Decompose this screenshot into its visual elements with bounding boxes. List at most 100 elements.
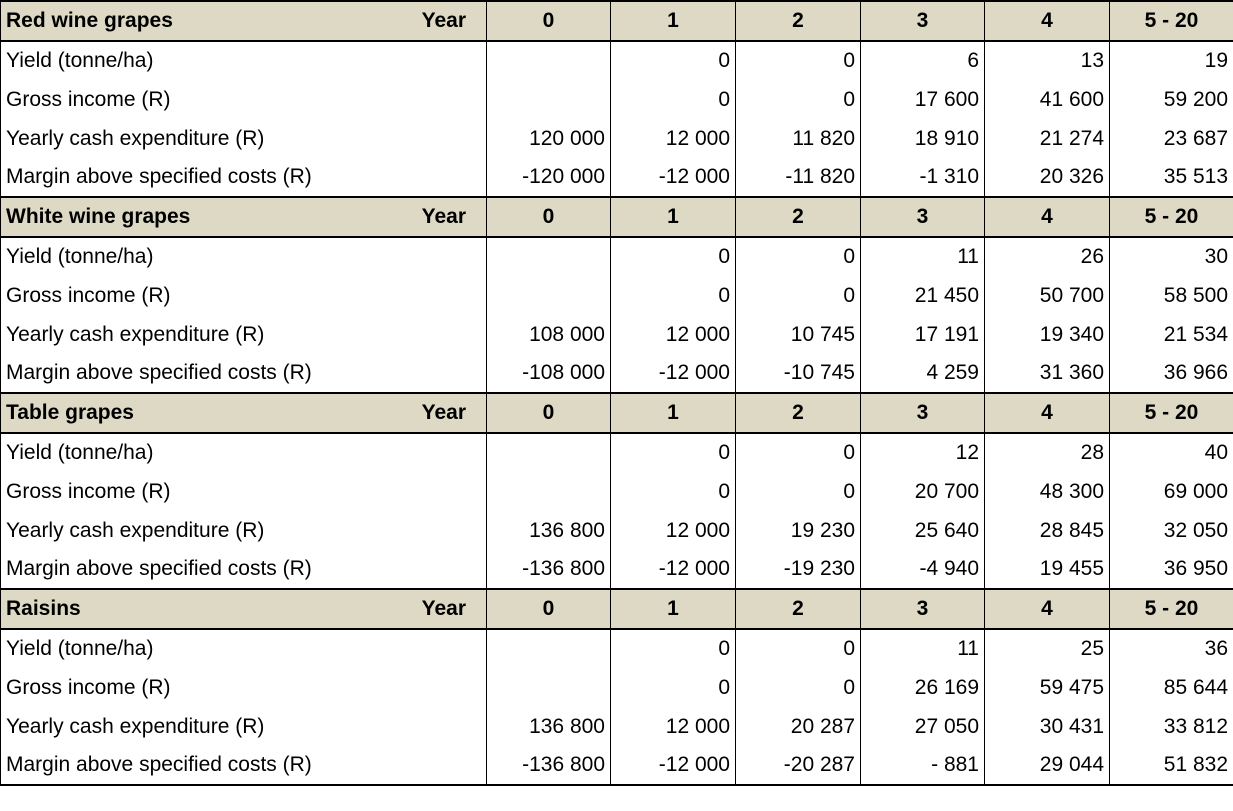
value-cell: 136 800 (486, 511, 611, 550)
value-cell: - 881 (860, 746, 985, 786)
value-cell: -20 287 (735, 746, 861, 786)
value-cell: -11 820 (735, 158, 861, 197)
value-cell: 0 (735, 472, 861, 511)
row-label: Gross income (R) (0, 80, 404, 119)
row-label: Margin above specified costs (R) (0, 550, 404, 589)
value-cell: 36 (1109, 629, 1233, 668)
spacer-cell (403, 276, 487, 315)
table-row: Margin above specified costs (R) -136 800… (0, 550, 1233, 589)
value-cell: 50 700 (984, 276, 1110, 315)
table-row: Margin above specified costs (R) -120 000… (0, 158, 1233, 197)
value-cell: 11 820 (735, 119, 861, 158)
row-label: Yield (tonne/ha) (0, 433, 404, 472)
spacer-cell (403, 707, 487, 746)
value-cell: 21 274 (984, 119, 1110, 158)
row-label: Yield (tonne/ha) (0, 629, 404, 668)
value-cell: 36 966 (1109, 354, 1233, 393)
spacer-cell (403, 158, 487, 197)
value-cell: 21 450 (860, 276, 985, 315)
section-header-row: Raisins Year 0 1 2 3 4 5 - 20 (0, 588, 1233, 630)
spacer-cell (403, 354, 487, 393)
year-column-header: 4 (984, 392, 1110, 434)
year-column-header: 5 - 20 (1109, 392, 1233, 434)
year-column-header: 0 (486, 392, 611, 434)
row-label: Margin above specified costs (R) (0, 158, 404, 197)
row-label: Yield (tonne/ha) (0, 41, 404, 80)
value-cell: -1 310 (860, 158, 985, 197)
table-row: Yearly cash expenditure (R) 136 800 12 000… (0, 511, 1233, 550)
spacer-cell (403, 119, 487, 158)
row-label: Gross income (R) (0, 668, 404, 707)
value-cell: 136 800 (486, 707, 611, 746)
value-cell: -120 000 (486, 158, 611, 197)
value-cell: 21 534 (1109, 315, 1233, 354)
row-label: Yearly cash expenditure (R) (0, 315, 404, 354)
value-cell: -12 000 (610, 746, 736, 786)
row-label: Yield (tonne/ha) (0, 237, 404, 276)
value-cell: 10 745 (735, 315, 861, 354)
row-label: Yearly cash expenditure (R) (0, 119, 404, 158)
year-label: Year (403, 0, 487, 42)
value-cell (486, 41, 611, 80)
value-cell: 0 (610, 276, 736, 315)
year-label: Year (403, 588, 487, 630)
section-title: White wine grapes (0, 196, 404, 238)
value-cell: 19 455 (984, 550, 1110, 589)
table-row: Gross income (R) 0 0 21 450 50 700 58 500 (0, 276, 1233, 315)
value-cell: 85 644 (1109, 668, 1233, 707)
value-cell: 0 (610, 80, 736, 119)
value-cell: 6 (860, 41, 985, 80)
value-cell: 0 (610, 668, 736, 707)
table-row: Yield (tonne/ha) 0 0 6 13 19 (0, 41, 1233, 80)
value-cell: 12 000 (610, 511, 736, 550)
section-header-row: White wine grapes Year 0 1 2 3 4 5 - 20 (0, 196, 1233, 238)
spacer-cell (403, 511, 487, 550)
value-cell (486, 668, 611, 707)
table-row: Yield (tonne/ha) 0 0 11 25 36 (0, 629, 1233, 668)
spacer-cell (403, 472, 487, 511)
row-label: Margin above specified costs (R) (0, 354, 404, 393)
grape-budget-table: Red wine grapes Year 0 1 2 3 4 5 - 20 Yield (ton… (0, 0, 1233, 786)
value-cell: 0 (735, 629, 861, 668)
year-column-header: 0 (486, 196, 611, 238)
table-row: Yearly cash expenditure (R) 120 000 12 000… (0, 119, 1233, 158)
value-cell: 0 (735, 41, 861, 80)
value-cell: -12 000 (610, 158, 736, 197)
spacer-cell (403, 550, 487, 589)
value-cell: 23 687 (1109, 119, 1233, 158)
year-column-header: 1 (610, 392, 736, 434)
spacer-cell (403, 668, 487, 707)
value-cell: -136 800 (486, 746, 611, 786)
row-label: Margin above specified costs (R) (0, 746, 404, 786)
value-cell (486, 433, 611, 472)
value-cell (486, 629, 611, 668)
year-column-header: 4 (984, 588, 1110, 630)
row-label: Gross income (R) (0, 276, 404, 315)
value-cell: 12 000 (610, 707, 736, 746)
table-row: Yield (tonne/ha) 0 0 12 28 40 (0, 433, 1233, 472)
value-cell: 11 (860, 237, 985, 276)
value-cell (486, 276, 611, 315)
year-column-header: 1 (610, 196, 736, 238)
value-cell: 0 (735, 668, 861, 707)
value-cell: 0 (610, 237, 736, 276)
year-column-header: 4 (984, 196, 1110, 238)
value-cell: 4 259 (860, 354, 985, 393)
value-cell: 26 169 (860, 668, 985, 707)
table-row: Yield (tonne/ha) 0 0 11 26 30 (0, 237, 1233, 276)
spacer-cell (403, 433, 487, 472)
year-column-header: 2 (735, 392, 861, 434)
section-title: Table grapes (0, 392, 404, 434)
value-cell: 19 340 (984, 315, 1110, 354)
value-cell: 29 044 (984, 746, 1110, 786)
value-cell: 13 (984, 41, 1110, 80)
value-cell: 20 326 (984, 158, 1110, 197)
value-cell: -19 230 (735, 550, 861, 589)
value-cell: 32 050 (1109, 511, 1233, 550)
value-cell: 31 360 (984, 354, 1110, 393)
value-cell: 12 (860, 433, 985, 472)
year-column-header: 3 (860, 0, 985, 42)
table-row: Yearly cash expenditure (R) 136 800 12 000… (0, 707, 1233, 746)
section-title: Red wine grapes (0, 0, 404, 42)
value-cell: -136 800 (486, 550, 611, 589)
